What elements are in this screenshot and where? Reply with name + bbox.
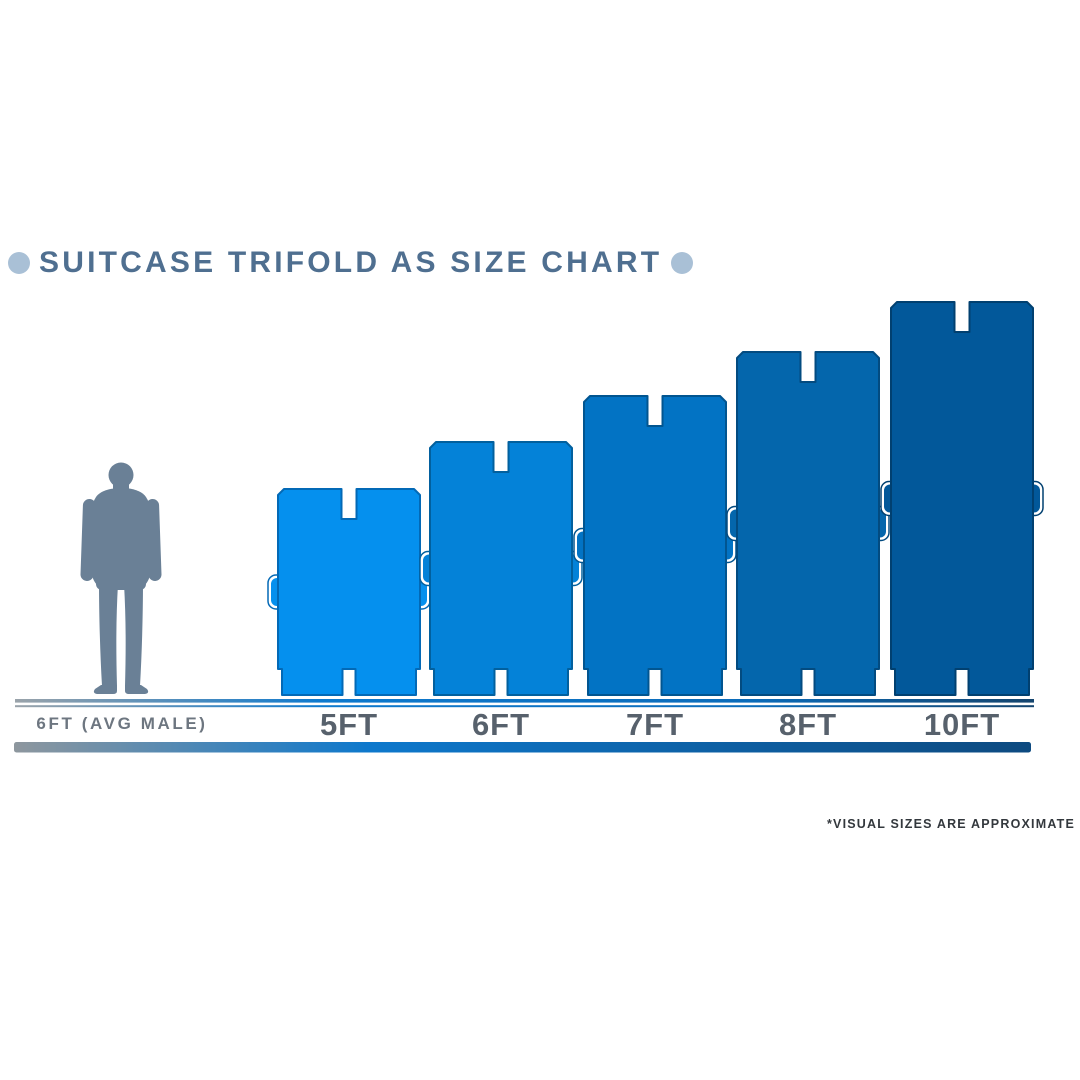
suitcase-10ft xyxy=(890,301,1034,696)
silhouette-hips xyxy=(96,556,146,590)
title-right-dot-icon xyxy=(671,252,694,274)
suitcase-8ft xyxy=(736,351,880,696)
silhouette-right-leg xyxy=(124,582,143,686)
chart-title-row: SUITCASE TRIFOLD AS SIZE CHART xyxy=(8,246,694,280)
silhouette-right-foot xyxy=(125,685,149,694)
footer-underline-bar xyxy=(14,742,1031,753)
page-title: SUITCASE TRIFOLD AS SIZE CHART xyxy=(39,246,663,279)
baseline-bottom-rule xyxy=(15,705,1034,708)
silhouette-left-foot xyxy=(93,685,117,694)
baseline-top-rule xyxy=(15,699,1034,703)
suitcase-6ft xyxy=(429,441,573,696)
suitcase-5ft xyxy=(277,488,421,696)
silhouette-head xyxy=(108,462,134,488)
title-left-dot-icon xyxy=(8,252,30,274)
silhouette-left-arm xyxy=(80,499,96,581)
suitcase-7ft xyxy=(583,395,727,696)
silhouette-right-arm xyxy=(146,499,162,581)
suitcase-bars xyxy=(267,301,1044,696)
silhouette-left-leg xyxy=(99,582,118,686)
male-silhouette xyxy=(80,462,162,694)
